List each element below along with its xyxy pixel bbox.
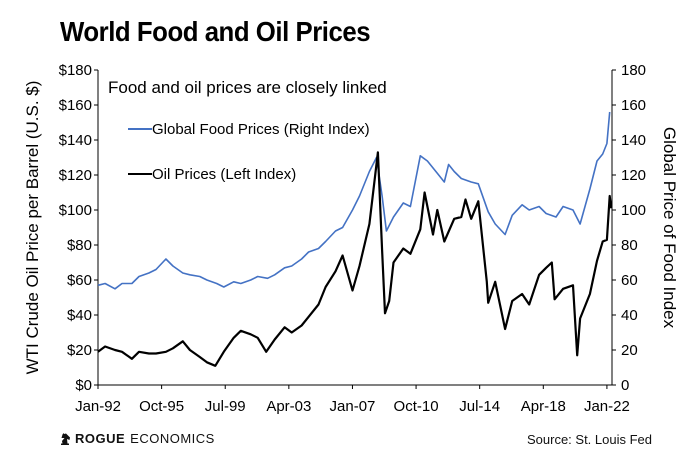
right-axis-title: Global Price of Food Index — [660, 127, 679, 329]
left-tick-label: $40 — [67, 307, 92, 324]
left-axis-title: WTI Crude Oil Price per Barrel (U.S. $) — [23, 81, 42, 375]
series-line-food — [97, 111, 611, 290]
left-tick-label: $100 — [59, 202, 92, 219]
right-tick-label: 80 — [621, 237, 638, 254]
brand-name-rest: ECONOMICS — [130, 431, 215, 446]
left-tick-label: $0 — [75, 377, 92, 394]
legend-label: Global Food Prices (Right Index) — [152, 121, 370, 138]
x-tick-label: Jul-14 — [459, 398, 500, 415]
knight-chess-icon — [61, 432, 70, 445]
x-tick-label: Jan-22 — [584, 398, 630, 415]
left-tick-label: $140 — [59, 132, 92, 149]
left-tick-label: $160 — [59, 97, 92, 114]
right-tick-label: 60 — [621, 272, 638, 289]
chart-annotation: Food and oil prices are closely linked — [108, 78, 387, 97]
left-tick-label: $120 — [59, 167, 92, 184]
x-tick-label: Oct-95 — [139, 398, 184, 415]
right-tick-label: 20 — [621, 342, 638, 359]
brand-name-bold: ROGUE — [75, 431, 126, 446]
x-tick-label: Jul-99 — [205, 398, 246, 415]
right-tick-label: 0 — [621, 377, 629, 394]
right-tick-label: 160 — [621, 97, 646, 114]
left-tick-label: $80 — [67, 237, 92, 254]
left-tick-label: $60 — [67, 272, 92, 289]
source-note: Source: St. Louis Fed — [526, 432, 652, 447]
right-tick-label: 140 — [621, 132, 646, 149]
right-tick-label: 120 — [621, 167, 646, 184]
brand-logo: ROGUE ECONOMICS — [58, 431, 215, 446]
right-tick-label: 180 — [621, 62, 646, 79]
x-tick-label: Oct-10 — [394, 398, 439, 415]
right-tick-label: 100 — [621, 202, 646, 219]
x-tick-label: Jan-92 — [75, 398, 121, 415]
left-tick-label: $20 — [67, 342, 92, 359]
legend-label: Oil Prices (Left Index) — [152, 166, 296, 183]
left-tick-label: $180 — [59, 62, 92, 79]
x-tick-label: Jan-07 — [330, 398, 376, 415]
x-tick-label: Apr-18 — [521, 398, 566, 415]
series-line-oil — [97, 151, 613, 367]
x-tick-label: Apr-03 — [266, 398, 311, 415]
right-tick-label: 40 — [621, 307, 638, 324]
chart-title: World Food and Oil Prices — [60, 16, 371, 47]
